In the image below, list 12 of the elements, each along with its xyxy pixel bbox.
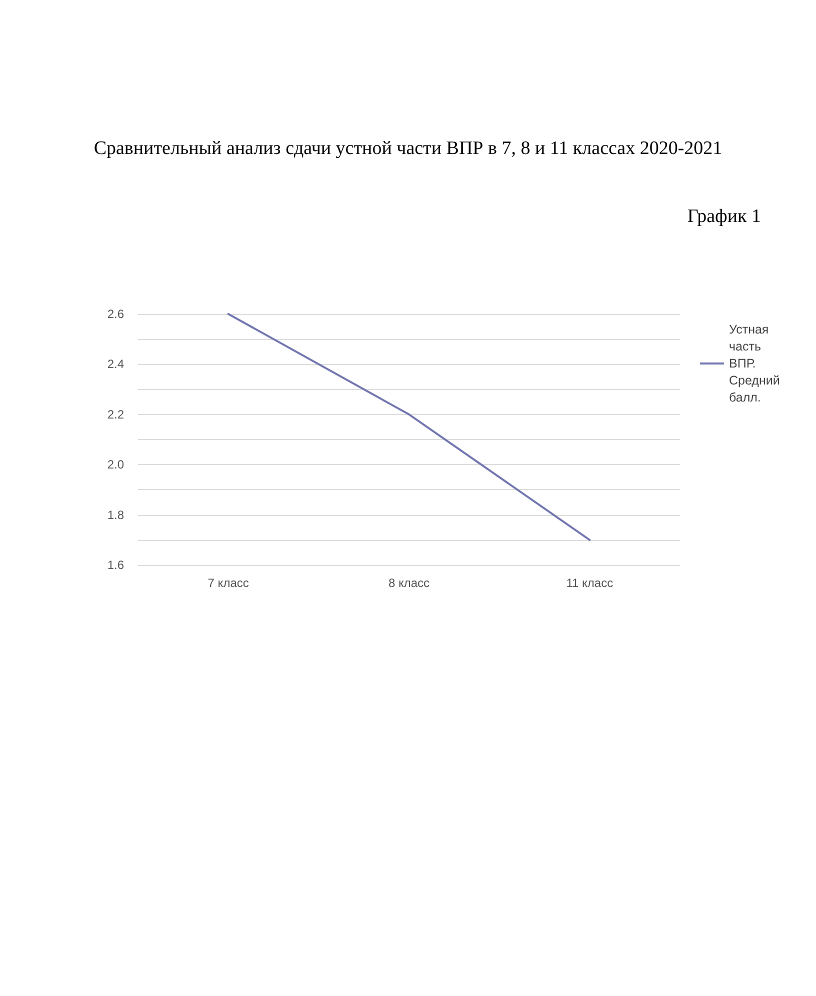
- chart-title: Сравнительный анализ сдачи устной части ВПР в 7, 8 и 11 классах 2020-2021: [94, 138, 722, 159]
- x-tick-label: 11 класс: [566, 576, 614, 590]
- y-tick-label: 2.6: [107, 307, 124, 321]
- x-tick-label: 8 класс: [388, 576, 430, 590]
- y-tick-label: 1.8: [107, 508, 124, 522]
- x-tick-label: 7 класс: [208, 576, 249, 590]
- legend-label: Устная часть ВПР. Средний балл.: [729, 322, 780, 404]
- y-tick-label: 1.6: [107, 558, 124, 572]
- text: График 1: [687, 206, 762, 227]
- y-tick-label: 2.2: [107, 407, 124, 422]
- y-tick-label: 2.4: [107, 357, 124, 372]
- y-tick-label: 2.0: [107, 458, 124, 472]
